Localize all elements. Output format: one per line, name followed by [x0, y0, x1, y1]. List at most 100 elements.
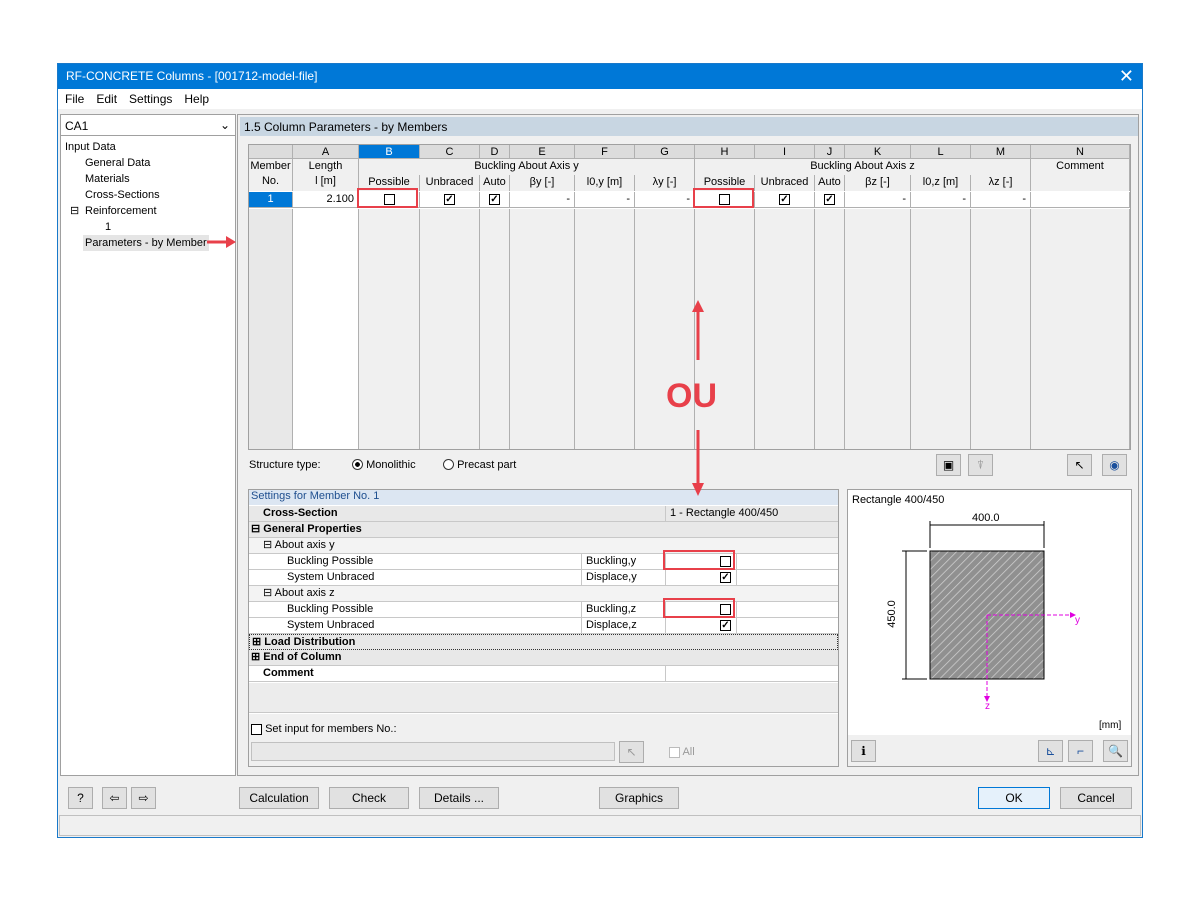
column-letter-g[interactable]: G [635, 145, 695, 159]
column-letter-j[interactable]: J [815, 145, 845, 159]
load-case-select[interactable]: CA1 ⌄ [61, 117, 235, 136]
empty-column-area [845, 209, 911, 449]
column-letter-h[interactable]: H [695, 145, 755, 159]
displace-y-checkbox[interactable]: ✓ [665, 570, 737, 586]
column-letter-m[interactable]: M [971, 145, 1031, 159]
tree-item-reinforcement-1[interactable]: 1 [105, 221, 112, 233]
cell-no[interactable]: 1 [249, 192, 293, 208]
column-letter-c[interactable]: C [420, 145, 480, 159]
column-letter-f[interactable]: F [575, 145, 635, 159]
end-of-column-row[interactable]: ⊞ End of Column [249, 650, 838, 666]
cell-lambda-y[interactable]: - [635, 192, 695, 208]
empty-column-area [575, 209, 635, 449]
menu-edit[interactable]: Edit [96, 92, 118, 106]
subheader-z-2: Auto [815, 175, 845, 191]
displace-z-checkbox[interactable]: ✓ [665, 618, 737, 634]
buckling-z-checkbox[interactable] [665, 602, 737, 618]
check-button[interactable]: Check [329, 787, 409, 809]
cross-section-info-button[interactable]: ▣ [936, 454, 961, 476]
group-axis-y-header: Buckling About Axis y [359, 159, 695, 175]
tree-item-general-data[interactable]: General Data [85, 157, 151, 169]
column-letter-d[interactable]: D [480, 145, 510, 159]
column-letter-i[interactable]: I [755, 145, 815, 159]
cell-y-auto[interactable]: ✓ [480, 192, 510, 208]
settings-title: Settings for Member No. 1 [249, 490, 838, 505]
column-letter-e[interactable]: E [510, 145, 575, 159]
export-icon[interactable]: ⇨ [131, 787, 156, 809]
tree-item-parameters-by-member[interactable]: Parameters - by Member [83, 235, 209, 251]
window-title: RF-CONCRETE Columns - [001712-model-file… [66, 69, 318, 83]
set-input-checkbox[interactable]: Set input for members No.: [251, 723, 397, 735]
comment-field[interactable] [249, 683, 838, 713]
column-letter-l[interactable]: L [911, 145, 971, 159]
calculation-button[interactable]: Calculation [239, 787, 319, 809]
comment-row: Comment [249, 666, 838, 682]
general-properties-row[interactable]: ⊟ General Properties [249, 522, 838, 538]
cell-l0-z[interactable]: - [911, 192, 971, 208]
empty-column-area [480, 209, 510, 449]
tree-item-cross-sections[interactable]: Cross-Sections [85, 189, 160, 201]
empty-column-area [359, 209, 420, 449]
menu-settings[interactable]: Settings [129, 92, 173, 106]
buckling-y-checkbox[interactable] [665, 554, 737, 570]
cell-comment[interactable] [1031, 192, 1130, 208]
column-letter-n[interactable]: N [1031, 145, 1130, 159]
navigator-panel: CA1 ⌄ Input Data General Data Materials C… [60, 114, 236, 776]
corner-cell [249, 145, 293, 159]
axis-y-row[interactable]: ⊟ About axis y [249, 538, 838, 554]
cross-section-row: Cross-Section 1 - Rectangle 400/450 [249, 506, 838, 522]
tree-item-materials[interactable]: Materials [85, 173, 130, 185]
cell-beta-y[interactable]: - [510, 192, 575, 208]
radio-monolithic[interactable]: Monolithic [352, 459, 416, 471]
column-letter-k[interactable]: K [845, 145, 911, 159]
zoom-reset-icon[interactable]: 🔍 [1103, 740, 1128, 762]
tree-item-reinforcement[interactable]: Reinforcement [85, 205, 157, 217]
all-checkbox[interactable]: All [669, 746, 695, 758]
cell-lambda-z[interactable]: - [971, 192, 1031, 208]
menu-help[interactable]: Help [184, 92, 210, 106]
system-unbraced-y-row: System Unbraced Displace,y ✓ [249, 570, 838, 586]
empty-column-area [510, 209, 575, 449]
pick-members-button[interactable]: ↖ [619, 741, 644, 763]
cell-length[interactable]: 2.100 [293, 192, 359, 208]
info-icon[interactable]: ℹ [851, 740, 876, 762]
buckling-possible-z-row: Buckling Possible Buckling,z [249, 602, 838, 618]
help-icon[interactable]: ? [68, 787, 93, 809]
cell-y-unbraced[interactable]: ✓ [420, 192, 480, 208]
cell-z-auto[interactable]: ✓ [815, 192, 845, 208]
radio-precast[interactable]: Precast part [443, 459, 516, 471]
dimension-icon[interactable]: ⊾ [1038, 740, 1063, 762]
subheader-z-4: l0,z [m] [911, 175, 971, 191]
menu-bar: File Edit Settings Help [58, 89, 1142, 109]
subheader-y-2: Auto [480, 175, 510, 191]
empty-column-area [293, 209, 359, 449]
tree-root[interactable]: Input Data [65, 141, 116, 153]
column-letter-b[interactable]: B [359, 145, 420, 159]
load-distribution-row[interactable]: ⊞ Load Distribution [249, 634, 838, 650]
collapse-icon[interactable]: ⊟ [70, 205, 80, 217]
cell-z-possible[interactable] [695, 192, 755, 208]
import-icon[interactable]: ⇦ [102, 787, 127, 809]
cell-l0-y[interactable]: - [575, 192, 635, 208]
column-letter-a[interactable]: A [293, 145, 359, 159]
subheader-y-0: Possible [359, 175, 420, 191]
filter-icon[interactable]: ⍒ [968, 454, 993, 476]
subheader-z-5: λz [-] [971, 175, 1031, 191]
graphics-button[interactable]: Graphics [599, 787, 679, 809]
ok-button[interactable]: OK [978, 787, 1050, 809]
members-input[interactable] [251, 742, 615, 761]
group-axis-z-header: Buckling About Axis z [695, 159, 1031, 175]
cancel-button[interactable]: Cancel [1060, 787, 1132, 809]
view-eye-icon[interactable]: ◉ [1102, 454, 1127, 476]
close-icon[interactable]: ✕ [1118, 66, 1134, 86]
cell-y-possible[interactable] [359, 192, 420, 208]
menu-file[interactable]: File [65, 92, 85, 106]
cell-beta-z[interactable]: - [845, 192, 911, 208]
details-button[interactable]: Details ... [419, 787, 499, 809]
structure-type-label: Structure type: [249, 459, 321, 471]
pick-member-button[interactable]: ↖ [1067, 454, 1092, 476]
title-bar: RF-CONCRETE Columns - [001712-model-file… [58, 64, 1142, 89]
cell-z-unbraced[interactable]: ✓ [755, 192, 815, 208]
axis-z-row[interactable]: ⊟ About axis z [249, 586, 838, 602]
axes-icon[interactable]: ⌐ [1068, 740, 1093, 762]
